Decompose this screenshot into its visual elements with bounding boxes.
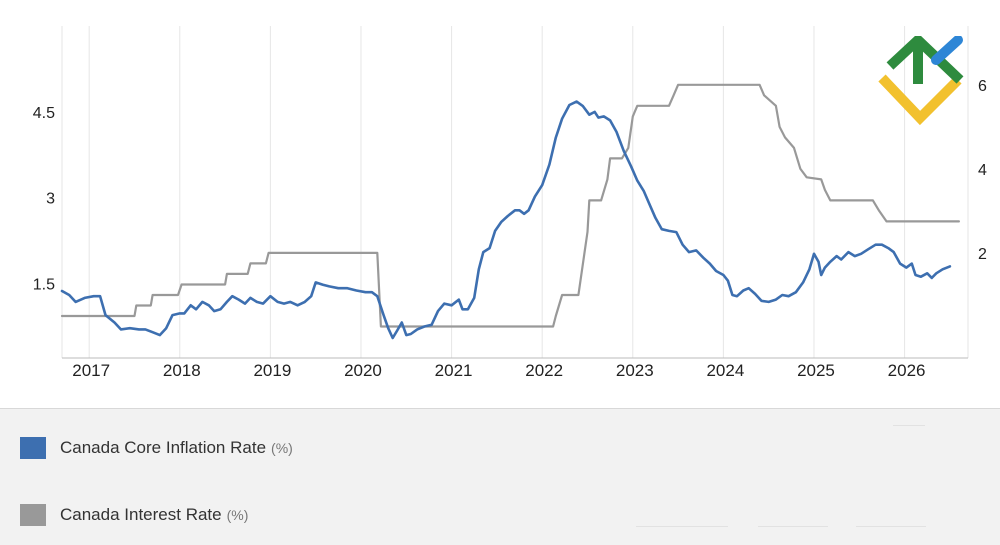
- x-tick-label: 2021: [435, 361, 473, 380]
- divider: [856, 526, 926, 527]
- divider: [893, 425, 925, 426]
- legend-unit: (%): [226, 507, 249, 523]
- legend-item-interest-rate[interactable]: Canada Interest Rate (%): [20, 504, 248, 526]
- x-tick-label: 2019: [253, 361, 291, 380]
- legend-label: Canada Core Inflation Rate: [60, 438, 267, 457]
- x-tick-label: 2022: [525, 361, 563, 380]
- legend-swatch: [20, 437, 46, 459]
- y-right-tick-label: 4: [978, 162, 987, 179]
- legend-item-core-inflation[interactable]: Canada Core Inflation Rate (%): [20, 437, 293, 459]
- brand-logo-icon: [872, 33, 967, 131]
- x-tick-label: 2023: [616, 361, 654, 380]
- line-chart: 2017 2018 2019 2020 2021 2022 2023 2024 2025 2026…: [33, 26, 987, 380]
- x-tick-label: 2018: [163, 361, 201, 380]
- x-tick-label: 2025: [797, 361, 835, 380]
- y-left-tick-label: 3: [46, 191, 55, 208]
- x-tick-label: 2024: [706, 361, 744, 380]
- grid-layer: [61, 26, 969, 358]
- legend-unit: (%): [271, 440, 293, 456]
- divider: [636, 526, 728, 527]
- x-tick-label: 2017: [72, 361, 110, 380]
- y-left-tick-label: 4.5: [33, 105, 55, 122]
- axis-layer: 2017 2018 2019 2020 2021 2022 2023 2024 2025 2026…: [33, 78, 987, 380]
- legend-label: Canada Interest Rate: [60, 505, 222, 524]
- legend-swatch: [20, 504, 46, 526]
- x-tick-label: 2026: [888, 361, 926, 380]
- chart-area: 2017 2018 2019 2020 2021 2022 2023 2024 2025 2026…: [32, 26, 987, 380]
- y-left-tick-label: 1.5: [33, 277, 55, 294]
- divider: [758, 526, 828, 527]
- interest-rate-line: [60, 83, 961, 328]
- legend: Canada Core Inflation Rate (%) Canada In…: [0, 408, 1000, 545]
- y-right-tick-label: 2: [978, 246, 987, 263]
- core-inflation-line: [60, 100, 952, 340]
- x-tick-label: 2020: [344, 361, 382, 380]
- series-layer: [60, 83, 961, 340]
- y-right-tick-label: 6: [978, 78, 987, 95]
